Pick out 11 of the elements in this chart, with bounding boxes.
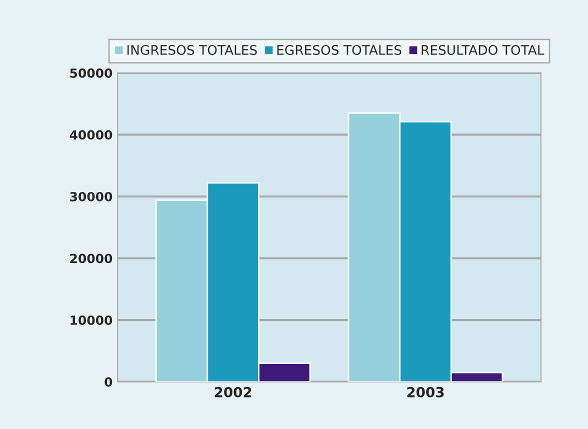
x-tick-label: 2003 <box>407 386 444 398</box>
legend-label: RESULTADO TOTAL <box>422 44 544 55</box>
y-tick-label: 40000 <box>70 130 112 140</box>
legend-label: INGRESOS TOTALES <box>127 44 257 55</box>
y-tick-label: 10000 <box>70 316 112 325</box>
y-tick-label: 20000 <box>70 254 112 264</box>
y-tick-label: 0 <box>104 377 112 387</box>
x-tick-label: 2002 <box>214 386 252 398</box>
y-tick-label: 30000 <box>70 192 112 202</box>
y-tick-label: 50000 <box>70 68 112 78</box>
legend-label: EGRESOS TOTALES <box>277 44 402 55</box>
